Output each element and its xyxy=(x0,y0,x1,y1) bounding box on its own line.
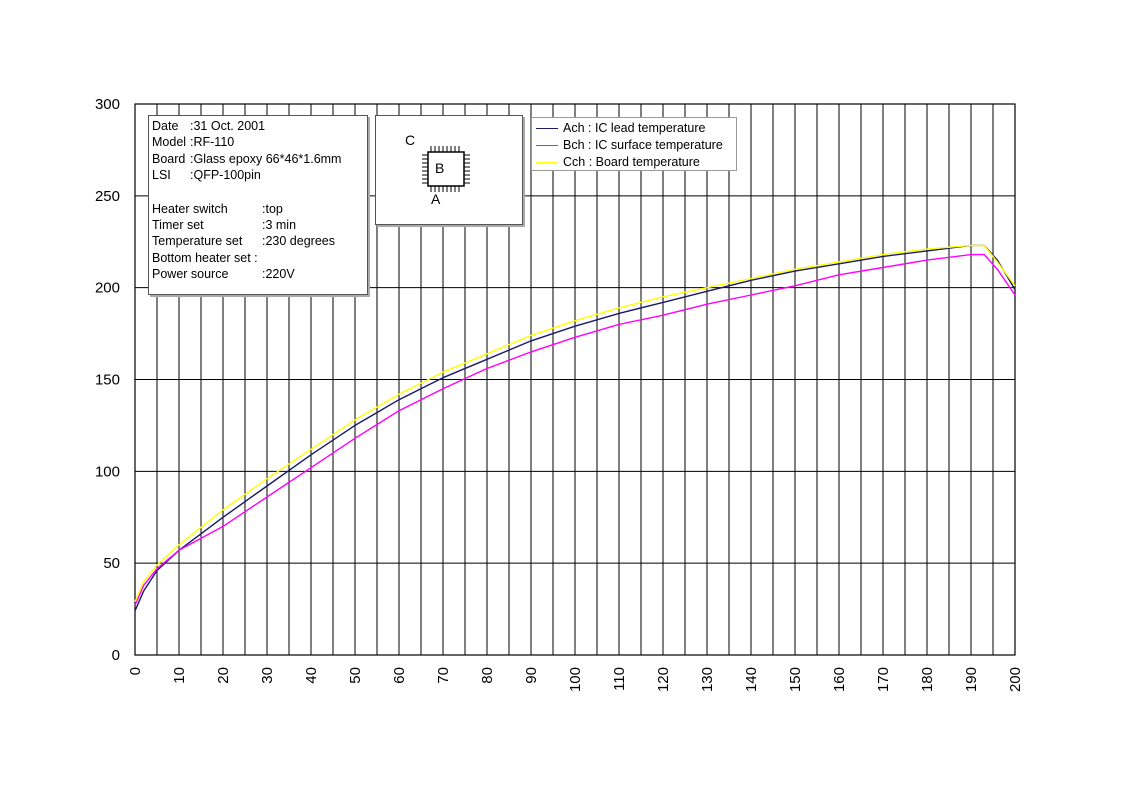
x-tick-label: 130 xyxy=(699,667,716,692)
info-temperature-key: Temperature set xyxy=(152,234,243,249)
info-power-value: :220V xyxy=(262,267,295,282)
legend-item-bch: Bch : IC surface temperature xyxy=(536,137,723,153)
x-tick-label: 80 xyxy=(479,667,496,684)
info-date-value: :31 Oct. 2001 xyxy=(190,119,266,133)
plot-frame xyxy=(134,103,1016,656)
info-timer-value: :3 min xyxy=(262,218,297,233)
x-tick-label: 180 xyxy=(919,667,936,692)
y-tick-label: 250 xyxy=(95,188,120,205)
x-tick-label: 0 xyxy=(127,667,144,675)
y-tick-label: 50 xyxy=(103,555,120,572)
info-board-key: Board xyxy=(152,151,186,166)
legend-label-cch: Cch : Board temperature xyxy=(563,155,700,169)
x-tick-label: 110 xyxy=(611,667,628,691)
info-model-row: Model :RF-110 xyxy=(152,134,364,150)
y-tick-label: 200 xyxy=(95,280,120,297)
x-tick-label: 150 xyxy=(787,667,804,692)
x-tick-label: 160 xyxy=(831,667,848,692)
x-tick-label: 120 xyxy=(655,667,672,692)
y-tick-label: 300 xyxy=(95,96,120,113)
info-board-value: :Glass epoxy 66*46*1.6mm xyxy=(190,151,342,166)
x-tick-label: 170 xyxy=(875,667,892,692)
diagram-label-c: C xyxy=(405,132,416,148)
legend: Ach : IC lead temperature Bch : IC surfa… xyxy=(531,117,737,171)
info-lsi-value: :QFP-100pin xyxy=(190,168,261,183)
y-tick-label: 100 xyxy=(95,463,120,480)
y-tick-label: 150 xyxy=(95,372,120,389)
x-tick-label: 140 xyxy=(743,667,760,692)
legend-label-ach: Ach : IC lead temperature xyxy=(563,121,706,135)
info-date-key: Date xyxy=(152,119,179,133)
x-tick-label: 40 xyxy=(303,667,320,684)
x-tick-label: 200 xyxy=(1007,667,1024,692)
info-date-row: Date :31 Oct. 2001 xyxy=(152,118,364,134)
legend-swatch-cch xyxy=(536,161,558,163)
info-heater-key: Heater switch xyxy=(152,201,228,216)
y-tick-label: 0 xyxy=(112,647,120,664)
series-line-ach xyxy=(134,244,1016,612)
info-board-row: Board :Glass epoxy 66*46*1.6mm xyxy=(152,151,364,167)
info-lsi-row: LSI :QFP-100pin xyxy=(152,167,364,183)
x-tick-label: 190 xyxy=(963,667,980,692)
legend-item-ach: Ach : IC lead temperature xyxy=(536,120,705,136)
series-line-bch xyxy=(134,253,1016,606)
x-tick-label: 50 xyxy=(347,667,364,684)
legend-swatch-bch xyxy=(536,144,558,146)
x-tick-label: 20 xyxy=(215,667,232,684)
x-tick-label: 30 xyxy=(259,667,276,684)
info-temperature-value: :230 degrees xyxy=(262,234,335,249)
x-tick-label: 100 xyxy=(567,667,584,692)
legend-label-bch: Bch : IC surface temperature xyxy=(563,138,723,152)
info-power-row: Power source :220V xyxy=(152,266,364,282)
x-tick-label: 90 xyxy=(523,667,540,684)
info-model-key: Model xyxy=(152,135,187,150)
x-tick-label: 60 xyxy=(391,667,408,684)
info-bottom-heater-key: Bottom heater set : xyxy=(152,250,258,265)
legend-item-cch: Cch : Board temperature xyxy=(536,154,700,170)
info-timer-key: Timer set xyxy=(152,218,204,233)
legend-swatch-ach xyxy=(536,127,558,129)
info-model-value: :RF-110 xyxy=(190,135,235,150)
info-spacer xyxy=(152,184,364,201)
info-lsi-key: LSI xyxy=(152,168,171,183)
info-power-key: Power source xyxy=(152,267,229,282)
info-heater-value: :top xyxy=(262,201,283,216)
sensor-placement-diagram: C B A xyxy=(375,115,523,225)
x-tick-label: 10 xyxy=(171,667,188,684)
series-line-cch xyxy=(134,244,1016,602)
x-tick-label: 70 xyxy=(435,667,452,684)
info-heater-row: Heater switch :top xyxy=(152,201,364,217)
diagram-label-b: B xyxy=(435,160,445,176)
qfp-chip-icon xyxy=(422,146,470,192)
test-conditions-panel: Date :31 Oct. 2001 Model :RF-110 Board :… xyxy=(148,115,368,295)
info-bottom-heater-row: Bottom heater set : xyxy=(152,250,364,266)
info-timer-row: Timer set :3 min xyxy=(152,217,364,233)
diagram-label-a: A xyxy=(431,191,441,207)
info-temperature-row: Temperature set :230 degrees xyxy=(152,233,364,249)
